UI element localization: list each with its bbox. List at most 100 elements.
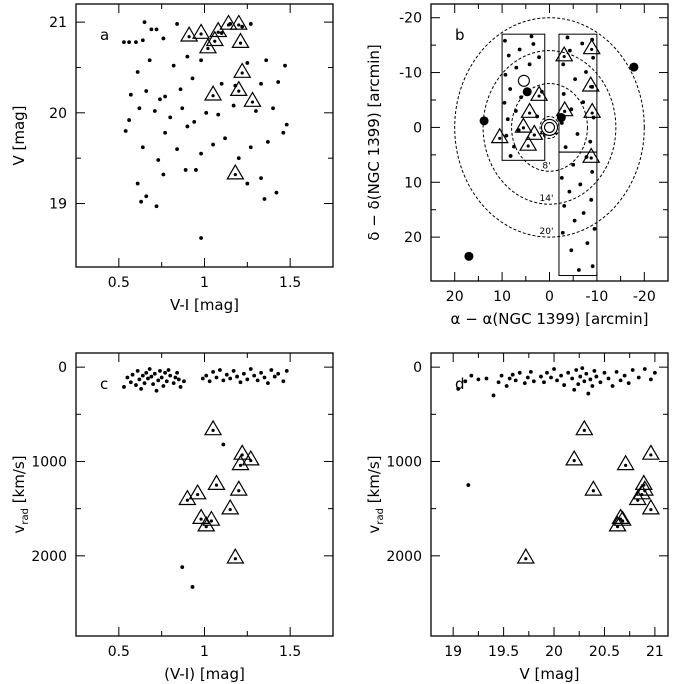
data-point-45: [238, 380, 243, 385]
data-point-20: [156, 378, 161, 383]
triangle-point-11: [219, 14, 238, 30]
triangle-point-0: [226, 548, 245, 564]
triangle-point-2: [514, 117, 533, 133]
triangle-point-10: [581, 76, 600, 92]
data-point-0: [199, 236, 203, 240]
x-tick-label: 0: [545, 289, 554, 305]
triangle-point-center-4: [228, 508, 232, 512]
x-tick-label: 20.5: [589, 644, 620, 660]
data-point-14: [146, 376, 150, 381]
data-point-37: [563, 145, 568, 150]
field-rectangle: [558, 151, 598, 277]
panel-c: 0.5 1 1.5 0 1000 2000 (V-I) [mag] vrad [km/s] c: [10, 352, 334, 683]
data-point-22: [590, 264, 595, 269]
data-point-49: [591, 55, 596, 60]
y-axis-label: V [mag]: [10, 105, 28, 165]
data-point-25: [164, 379, 169, 384]
data-point-20: [236, 156, 241, 161]
triangle-point-2: [613, 510, 632, 526]
data-point-51: [648, 377, 653, 382]
data-point-47: [245, 377, 250, 382]
data-point-46: [622, 373, 627, 378]
data-point-16: [149, 374, 154, 379]
triangle-point-4: [221, 498, 240, 515]
data-point-13: [156, 158, 161, 162]
triangle-point-3: [490, 127, 509, 144]
data-point-27: [152, 109, 157, 113]
series-filled-circle: [464, 62, 639, 261]
data-point-20: [545, 370, 549, 375]
bright-galaxy-4: [629, 62, 639, 72]
x-tick-label: -10: [585, 289, 608, 305]
series-dot: [122, 20, 289, 240]
triangle-point-center-1: [211, 94, 215, 98]
data-point-13: [506, 53, 511, 58]
data-point-17: [199, 151, 203, 156]
data-point-57: [134, 40, 138, 44]
data-point-1: [456, 386, 461, 391]
triangle-point-center-12: [649, 453, 653, 457]
data-point-48: [248, 367, 253, 371]
triangle-point-3: [191, 508, 211, 525]
triangle-point-12: [203, 419, 223, 436]
triangle-point-center-11: [562, 54, 566, 59]
data-point-7: [161, 172, 166, 177]
data-point-48: [147, 58, 152, 63]
triangle-point-center-9: [590, 111, 594, 115]
panel-d: 19 19.5 20 20.5 21 0 1000 2000 V [mag] vrad [km/s…: [365, 352, 669, 683]
data-point-53: [265, 381, 270, 386]
data-point-2: [504, 133, 509, 138]
triangle-point-13: [575, 419, 594, 436]
data-point-10: [507, 376, 512, 381]
data-point-0: [190, 585, 195, 589]
data-point-26: [566, 370, 571, 375]
y-axis-label: vrad [km/s]: [365, 455, 386, 533]
data-point-12: [513, 378, 518, 383]
data-point-6: [491, 393, 496, 398]
data-point-55: [272, 374, 277, 379]
data-point-17: [531, 379, 536, 384]
data-point-43: [581, 100, 586, 105]
triangle-point-center-4: [240, 71, 244, 75]
data-point-4: [262, 197, 267, 201]
x-tick-label: 0.5: [108, 275, 130, 291]
triangle-point-9: [583, 102, 602, 118]
data-point-44: [561, 92, 566, 96]
data-point-26: [166, 368, 171, 372]
data-point-52: [245, 61, 250, 65]
data-point-23: [569, 248, 574, 253]
triangle-point-center-3: [498, 136, 502, 140]
data-point-35: [204, 373, 209, 378]
data-point-23: [555, 378, 559, 383]
x-axis-label: (V-I) [mag]: [164, 665, 245, 683]
open-circle-inner-0: [543, 121, 556, 133]
data-point-43: [231, 369, 236, 373]
data-point-25: [127, 118, 132, 122]
triangle-point-center-10: [187, 35, 191, 39]
data-point-26: [592, 226, 597, 231]
triangle-point-6: [205, 30, 224, 47]
data-point-65: [154, 27, 159, 32]
data-point-9: [194, 168, 198, 172]
data-point-46: [242, 371, 246, 376]
data-point-56: [276, 371, 281, 376]
triangle-point-center-3: [250, 100, 255, 104]
data-point-49: [252, 373, 257, 378]
data-point-37: [128, 92, 133, 97]
data-point-40: [598, 380, 603, 385]
data-point-40: [559, 121, 564, 125]
data-point-10: [503, 72, 508, 77]
data-point-24: [123, 129, 128, 133]
x-tick-label: 1.5: [279, 644, 301, 660]
data-point-15: [525, 375, 530, 380]
panel-label: b: [455, 26, 465, 44]
data-point-52: [565, 35, 570, 40]
data-point-48: [561, 62, 566, 67]
data-point-54: [269, 368, 274, 372]
y-tick-label: -20: [399, 11, 422, 27]
triangle-point-center-8: [591, 489, 595, 493]
data-point-49: [171, 63, 176, 68]
data-point-45: [259, 81, 263, 86]
data-point-44: [614, 369, 619, 374]
